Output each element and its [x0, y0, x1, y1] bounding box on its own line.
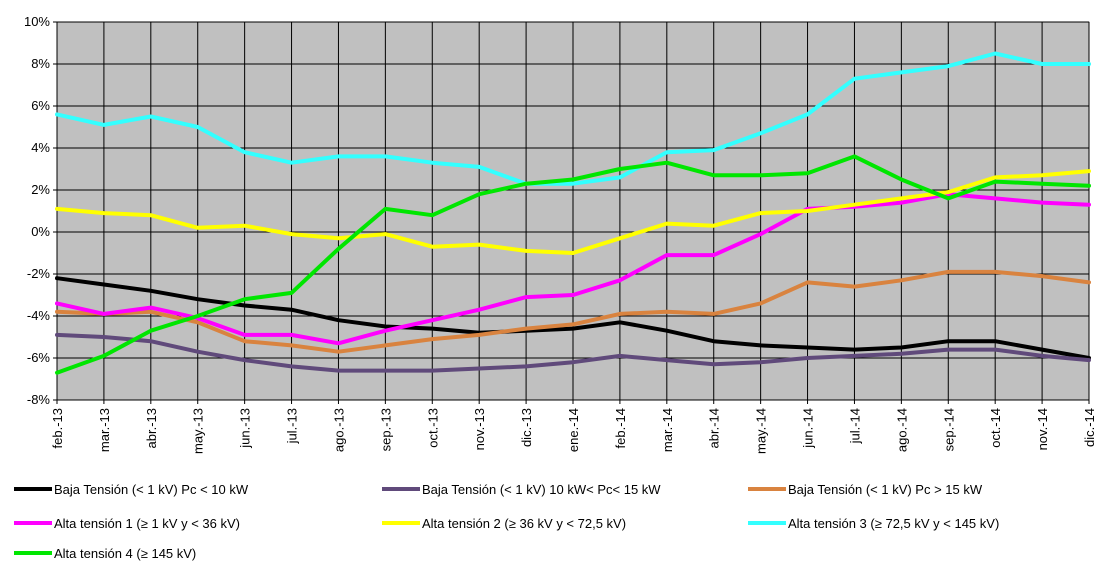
x-tick-label: jun.-13 [238, 408, 253, 449]
series-line-4 [55, 192, 1091, 346]
x-tick-label: sep.-14 [941, 408, 956, 451]
axes [56, 22, 1089, 401]
x-tick-label: dic.-14 [1082, 408, 1096, 447]
series-line-6 [55, 51, 1091, 186]
series-lines [55, 51, 1091, 375]
y-tick-label: 6% [31, 98, 50, 113]
legend-label-6: Alta tensión 3 (≥ 72,5 kV y < 145 kV) [788, 516, 999, 531]
x-tick-label: ene.-14 [566, 408, 581, 452]
legend: Baja Tensión (< 1 kV) Pc < 10 kW Baja Ten… [14, 482, 999, 561]
series-line-3 [55, 269, 1091, 354]
series-line-5 [55, 169, 1091, 255]
y-tick-label: -6% [27, 350, 51, 365]
x-tick-label: feb.-14 [613, 408, 628, 448]
x-tick-label: may.-14 [754, 408, 769, 454]
x-tick-label: may.-13 [191, 408, 206, 454]
x-tick-label: oct.-13 [425, 408, 440, 448]
x-tick-label: mar.-14 [660, 408, 675, 452]
legend-label-3: Baja Tensión (< 1 kV) Pc > 15 kW [788, 482, 983, 497]
y-tick-label: 10% [24, 14, 50, 29]
y-tick-label: -8% [27, 392, 51, 407]
y-tick-label: -4% [27, 308, 51, 323]
legend-label-7: Alta tensión 4 (≥ 145 kV) [54, 546, 196, 561]
x-tick-label: jul.-14 [847, 408, 862, 444]
x-tick-label: feb.-13 [50, 408, 65, 448]
x-tick-label: abr.-13 [144, 408, 159, 448]
x-tick-label: abr.-14 [707, 408, 722, 448]
y-tick-label: 0% [31, 224, 50, 239]
y-axis-tick-labels: -8% -6% -4% -2% 0% 2% 4% 6% 8% 10% [24, 14, 50, 407]
x-tick-label: mar.-13 [97, 408, 112, 452]
y-tick-label: -2% [27, 266, 51, 281]
legend-label-5: Alta tensión 2 (≥ 36 kV y < 72,5 kV) [422, 516, 626, 531]
x-tick-label: ago.-14 [894, 408, 909, 452]
x-tick-label: jul.-13 [285, 408, 300, 444]
legend-label-1: Baja Tensión (< 1 kV) Pc < 10 kW [54, 482, 249, 497]
y-tick-label: 4% [31, 140, 50, 155]
x-axis-tick-labels: feb.-13 mar.-13 abr.-13 may.-13 jun.-13 jul.-… [50, 408, 1096, 454]
x-tick-label: oct.-14 [988, 408, 1003, 448]
y-tick-label: 8% [31, 56, 50, 71]
x-tick-label: sep.-13 [378, 408, 393, 451]
series-line-7 [55, 154, 1091, 375]
x-tick-label: nov.-14 [1035, 408, 1050, 450]
legend-label-4: Alta tensión 1 (≥ 1 kV y < 36 kV) [54, 516, 240, 531]
x-tick-label: dic.-13 [519, 408, 534, 447]
series-line-2 [55, 332, 1091, 373]
y-tick-label: 2% [31, 182, 50, 197]
legend-label-2: Baja Tensión (< 1 kV) 10 kW< Pc< 15 kW [422, 482, 661, 497]
x-tick-label: nov.-13 [472, 408, 487, 450]
x-tick-label: ago.-13 [331, 408, 346, 452]
x-tick-label: jun.-14 [801, 408, 816, 449]
